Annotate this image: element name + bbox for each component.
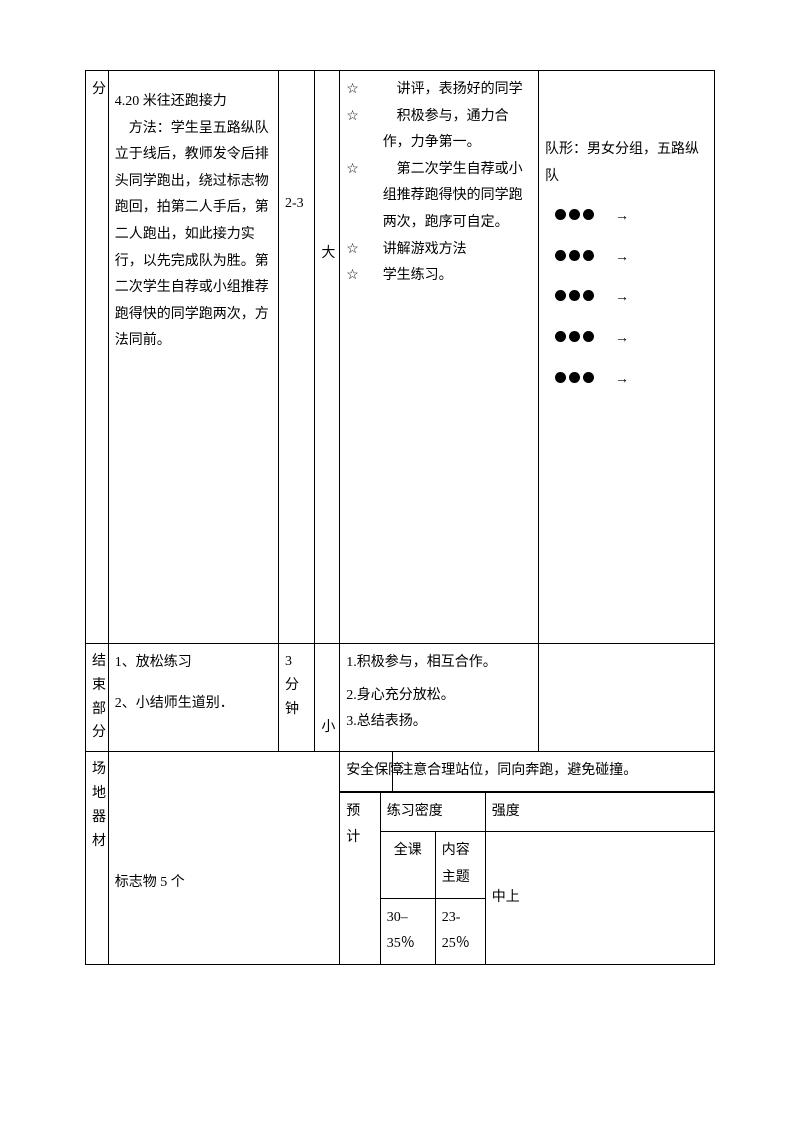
density-label: 练习密度 — [387, 804, 443, 819]
table-row: 结束部分 1、放松练习 2、小结师生道别． 3分钟 小 1.积极参与，相互合作。… — [86, 644, 715, 752]
closing-item: 2、小结师生道别． — [115, 691, 272, 718]
topic-label: 内容主题 — [442, 843, 470, 885]
dot-row: → — [555, 204, 708, 231]
full-class-label: 全课 — [394, 843, 422, 858]
equipment-cell: 标志物 5 个 — [108, 752, 340, 965]
count-label: 2-3 — [285, 196, 304, 211]
note-line: 1.积极参与，相互合作。 — [346, 650, 532, 677]
intensity-value: 中上 — [492, 890, 520, 905]
activity-title: 4.20 米往还跑接力 — [115, 89, 272, 116]
star-cell: 讲评，表扬好的同学 积极参与，通力合作，力争第一。 第二次学生自荐或小组推荐跑得… — [340, 71, 539, 644]
table-row: 分 4.20 米往还跑接力 方法：学生呈五路纵队立于线后，教师发令后排头同学跑出… — [86, 71, 715, 644]
dot-row: → — [555, 285, 708, 312]
forecast-label: 预计 — [346, 804, 360, 846]
intensity-header: 强度 — [492, 804, 520, 819]
safety-text: 注意合理站位，同向奔跑，避免碰撞。 — [399, 763, 637, 778]
intensity-label: 小 — [321, 720, 335, 735]
closing-notes: 1.积极参与，相互合作。 2.身心充分放松。 3.总结表扬。 — [340, 644, 539, 752]
star-item: 学生练习。 — [383, 268, 453, 283]
closing-activities: 1、放松练习 2、小结师生道别． — [108, 644, 278, 752]
value-1: 30–35％ — [387, 910, 415, 952]
activity-method: 方法：学生呈五路纵队立于线后，教师发令后排头同学跑出，绕过标志物跑回，拍第二人手… — [115, 116, 272, 355]
note-line: 3.总结表扬。 — [346, 709, 532, 736]
section-label: 分 — [92, 82, 106, 97]
value-2: 23-25％ — [442, 910, 470, 952]
dot-row: → — [555, 326, 708, 353]
intensity-label: 大 — [321, 246, 335, 261]
lesson-plan-table: 分 4.20 米往还跑接力 方法：学生呈五路纵队立于线后，教师发令后排头同学跑出… — [85, 70, 715, 965]
section-label: 结束部分 — [92, 654, 106, 740]
duration-label: 3分钟 — [285, 654, 299, 717]
note-line: 2.身心充分放松。 — [346, 683, 532, 710]
star-item: 积极参与，通力合作，力争第一。 — [383, 109, 509, 151]
dot-row: → — [555, 245, 708, 272]
star-item: 讲解游戏方法 — [383, 242, 467, 257]
forecast-block: 预计 练习密度 强度 全课 内容主题 — [340, 792, 715, 964]
safety-block: 安全保障 注意合理站位，同向奔跑，避免碰撞。 — [340, 752, 715, 793]
closing-item: 1、放松练习 — [115, 650, 272, 677]
formation-text: 队形：男女分组，五路纵队 — [545, 137, 708, 190]
equipment-text: 标志物 5 个 — [115, 875, 185, 890]
section-label: 场地器材 — [92, 762, 106, 848]
table-row: 场地器材 标志物 5 个 安全保障 注意合理站位，同向奔跑，避免碰撞。 — [86, 752, 715, 793]
activity-cell: 4.20 米往还跑接力 方法：学生呈五路纵队立于线后，教师发令后排头同学跑出，绕… — [108, 71, 278, 644]
safety-label: 安全保障 — [346, 763, 402, 778]
star-item: 讲评，表扬好的同学 — [383, 82, 523, 97]
formation-cell: 队形：男女分组，五路纵队 → → → → → — [538, 71, 714, 644]
star-item: 第二次学生自荐或小组推荐跑得快的同学跑两次，跑序可自定。 — [383, 162, 523, 230]
dot-row: → — [555, 367, 708, 394]
empty-cell — [538, 644, 714, 752]
